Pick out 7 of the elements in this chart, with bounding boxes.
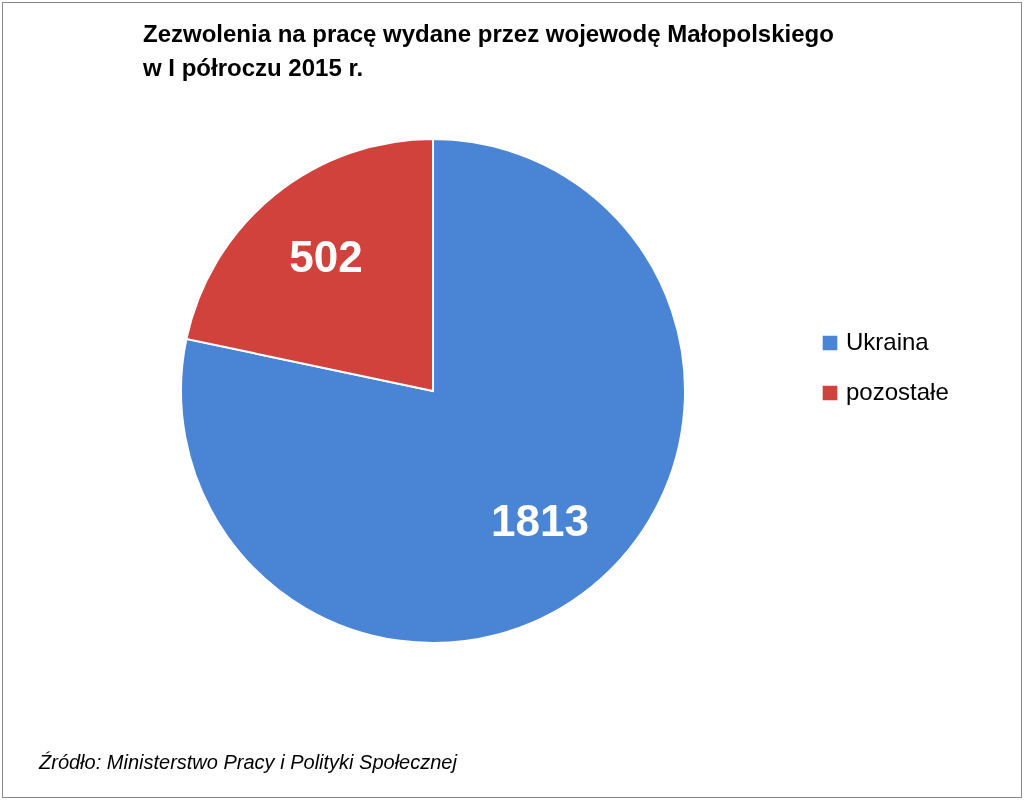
legend-label: pozostałe xyxy=(846,378,949,405)
legend-label: Ukraina xyxy=(846,328,930,355)
chart-title: Zezwolenia na pracę wydane przez wojewodę Małopolskiego w I półroczu 2015 r. xyxy=(142,20,834,81)
pie-slice xyxy=(180,138,686,644)
text: Źródło: Ministerstwo Pracy i Polityki Społecznej xyxy=(39,751,457,774)
data-label: 1813 xyxy=(491,496,589,546)
data-label: 502 xyxy=(289,231,363,281)
